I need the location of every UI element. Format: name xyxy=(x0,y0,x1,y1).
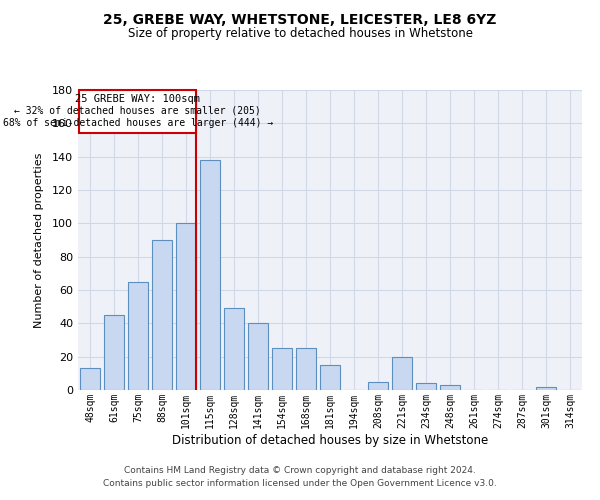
Bar xyxy=(224,308,244,390)
Bar xyxy=(128,282,148,390)
Bar xyxy=(320,365,340,390)
Bar xyxy=(392,356,412,390)
FancyBboxPatch shape xyxy=(79,90,196,134)
Text: Contains HM Land Registry data © Crown copyright and database right 2024.
Contai: Contains HM Land Registry data © Crown c… xyxy=(103,466,497,487)
X-axis label: Distribution of detached houses by size in Whetstone: Distribution of detached houses by size … xyxy=(172,434,488,446)
Y-axis label: Number of detached properties: Number of detached properties xyxy=(34,152,44,328)
Bar xyxy=(368,382,388,390)
Text: 25, GREBE WAY, WHETSTONE, LEICESTER, LE8 6YZ: 25, GREBE WAY, WHETSTONE, LEICESTER, LE8… xyxy=(103,12,497,26)
Bar xyxy=(296,348,316,390)
Text: 68% of semi-detached houses are larger (444) →: 68% of semi-detached houses are larger (… xyxy=(2,118,273,128)
Bar xyxy=(152,240,172,390)
Bar xyxy=(104,315,124,390)
Bar xyxy=(536,386,556,390)
Bar xyxy=(176,224,196,390)
Bar xyxy=(416,384,436,390)
Bar xyxy=(440,385,460,390)
Text: 25 GREBE WAY: 100sqm: 25 GREBE WAY: 100sqm xyxy=(75,94,200,104)
Bar xyxy=(200,160,220,390)
Text: Size of property relative to detached houses in Whetstone: Size of property relative to detached ho… xyxy=(128,28,473,40)
Text: ← 32% of detached houses are smaller (205): ← 32% of detached houses are smaller (20… xyxy=(14,106,261,116)
Bar xyxy=(248,324,268,390)
Bar xyxy=(272,348,292,390)
Bar xyxy=(80,368,100,390)
